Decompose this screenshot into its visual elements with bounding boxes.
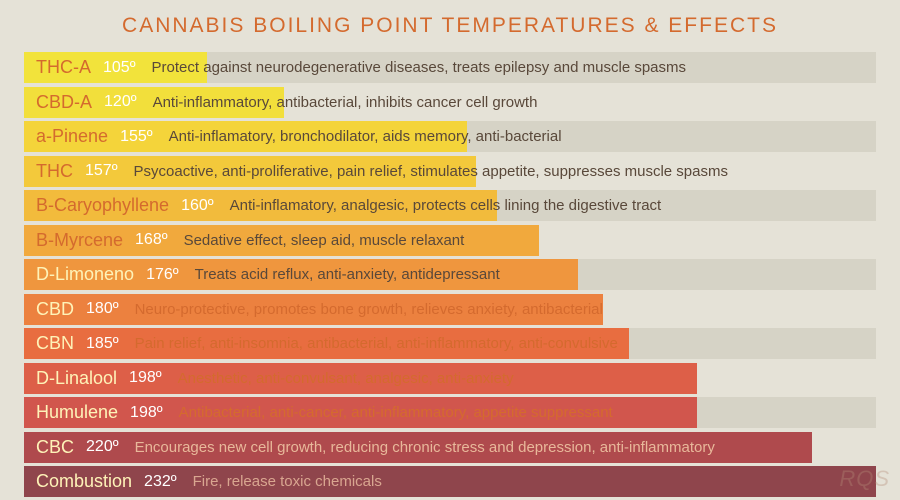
data-row: THC-A 105º Protect against neurodegenerati…	[24, 52, 876, 83]
data-row: D-Limoneno 176º Treats acid reflux, anti-a…	[24, 259, 876, 290]
row-content: CBN 185º Pain relief, anti-insomnia, antib…	[24, 328, 618, 359]
row-content: D-Limoneno 176º Treats acid reflux, anti-a…	[24, 259, 500, 290]
effects-text: Anesthetic, anti-convulsant, analgesic, …	[178, 370, 514, 387]
compound-name: a-Pinene	[36, 126, 108, 147]
boiling-point: 160º	[181, 197, 214, 215]
chart-canvas: CANNABIS BOILING POINT TEMPERATURES & EF…	[0, 0, 900, 500]
compound-name: D-Limoneno	[36, 264, 134, 285]
row-content: a-Pinene 155º Anti-inflamatory, bronchodil…	[24, 121, 562, 152]
effects-text: Treats acid reflux, anti-anxiety, antide…	[195, 266, 500, 283]
boiling-point: 157º	[85, 162, 118, 180]
effects-text: Antibacterial, anti-cancer, anti-inflamm…	[179, 404, 613, 421]
row-content: CBD-A 120º Anti-inflammatory, antibacteria…	[24, 87, 537, 118]
row-content: THC-A 105º Protect against neurodegenerati…	[24, 52, 686, 83]
boiling-point: 185º	[86, 335, 119, 353]
compound-name: B-Myrcene	[36, 230, 123, 251]
effects-text: Sedative effect, sleep aid, muscle relax…	[184, 232, 465, 249]
compound-name: CBN	[36, 333, 74, 354]
compound-name: THC	[36, 161, 73, 182]
row-content: Combustion 232º Fire, release toxic chemic…	[24, 466, 382, 497]
data-row: Humulene 198º Antibacterial, anti-cancer, …	[24, 397, 876, 428]
chart-title: CANNABIS BOILING POINT TEMPERATURES & EF…	[0, 14, 900, 38]
boiling-point: 168º	[135, 231, 168, 249]
row-content: CBC 220º Encourages new cell growth, reduc…	[24, 432, 715, 463]
compound-name: CBD	[36, 299, 74, 320]
boiling-point: 155º	[120, 128, 153, 146]
rows-container: THC-A 105º Protect against neurodegenerati…	[0, 52, 900, 497]
effects-text: Neuro-protective, promotes bone growth, …	[135, 301, 603, 318]
data-row: CBN 185º Pain relief, anti-insomnia, antib…	[24, 328, 876, 359]
row-content: B-Myrcene 168º Sedative effect, sleep aid,…	[24, 225, 464, 256]
boiling-point: 198º	[130, 404, 163, 422]
data-row: CBD 180º Neuro-protective, promotes bone g…	[24, 294, 876, 325]
data-row: B-Caryophyllene 160º Anti-inflamatory, ana…	[24, 190, 876, 221]
watermark: RQS	[839, 466, 890, 492]
boiling-point: 105º	[103, 59, 136, 77]
compound-name: Humulene	[36, 402, 118, 423]
effects-text: Encourages new cell growth, reducing chr…	[135, 439, 715, 456]
effects-text: Anti-inflammatory, antibacterial, inhibi…	[153, 94, 538, 111]
boiling-point: 176º	[146, 266, 179, 284]
data-row: a-Pinene 155º Anti-inflamatory, bronchodil…	[24, 121, 876, 152]
row-content: THC 157º Psycoactive, anti-proliferative, …	[24, 156, 728, 187]
effects-text: Anti-inflamatory, bronchodilator, aids m…	[169, 128, 562, 145]
compound-name: Combustion	[36, 471, 132, 492]
effects-text: Anti-inflamatory, analgesic, protects ce…	[230, 197, 662, 214]
compound-name: THC-A	[36, 57, 91, 78]
row-content: Humulene 198º Antibacterial, anti-cancer, …	[24, 397, 613, 428]
data-row: CBC 220º Encourages new cell growth, reduc…	[24, 432, 876, 463]
boiling-point: 198º	[129, 369, 162, 387]
effects-text: Psycoactive, anti-proliferative, pain re…	[134, 163, 728, 180]
row-content: B-Caryophyllene 160º Anti-inflamatory, ana…	[24, 190, 661, 221]
boiling-point: 180º	[86, 300, 119, 318]
data-row: THC 157º Psycoactive, anti-proliferative, …	[24, 156, 876, 187]
compound-name: B-Caryophyllene	[36, 195, 169, 216]
data-row: B-Myrcene 168º Sedative effect, sleep aid,…	[24, 225, 876, 256]
row-content: D-Linalool 198º Anesthetic, anti-convulsan…	[24, 363, 514, 394]
row-content: CBD 180º Neuro-protective, promotes bone g…	[24, 294, 603, 325]
effects-text: Fire, release toxic chemicals	[193, 473, 382, 490]
compound-name: D-Linalool	[36, 368, 117, 389]
data-row: CBD-A 120º Anti-inflammatory, antibacteria…	[24, 87, 876, 118]
boiling-point: 220º	[86, 438, 119, 456]
effects-text: Protect against neurodegenerative diseas…	[152, 59, 686, 76]
boiling-point: 232º	[144, 473, 177, 491]
data-row: Combustion 232º Fire, release toxic chemic…	[24, 466, 876, 497]
boiling-point: 120º	[104, 93, 137, 111]
data-row: D-Linalool 198º Anesthetic, anti-convulsan…	[24, 363, 876, 394]
effects-text: Pain relief, anti-insomnia, antibacteria…	[135, 335, 618, 352]
compound-name: CBD-A	[36, 92, 92, 113]
compound-name: CBC	[36, 437, 74, 458]
